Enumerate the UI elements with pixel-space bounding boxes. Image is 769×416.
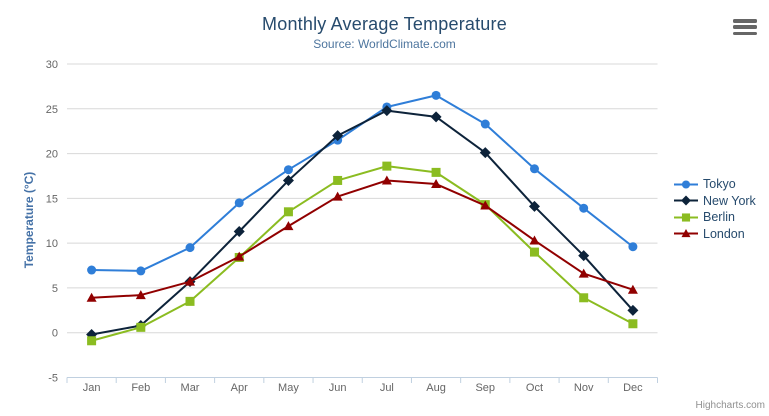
square-marker	[185, 296, 195, 306]
series-line-new-york[interactable]	[90, 109, 634, 336]
y-axis-label: 15	[46, 193, 58, 205]
triangle-marker	[480, 200, 491, 210]
triangle-marker	[135, 290, 146, 300]
x-axis-label: Jan	[83, 382, 101, 394]
triangle-marker	[578, 268, 589, 278]
diamond-marker	[479, 147, 491, 159]
legend-label: New York	[703, 193, 756, 208]
series-line-berlin[interactable]	[90, 165, 634, 342]
triangle-marker	[431, 179, 442, 189]
circle-marker	[87, 265, 97, 275]
triangle-marker	[185, 276, 196, 286]
y-axis-label: 10	[46, 238, 58, 250]
triangle-marker	[234, 251, 245, 261]
x-axis-label: Aug	[426, 382, 446, 394]
legend-item-tokyo[interactable]: Tokyo	[674, 176, 756, 193]
chart-title: Monthly Average Temperature	[262, 14, 507, 34]
series-line-london[interactable]	[90, 179, 634, 299]
diamond-marker	[282, 174, 294, 186]
diamond-marker	[578, 250, 590, 262]
square-marker	[87, 336, 97, 346]
triangle-legend-marker-icon	[674, 229, 698, 238]
triangle-marker	[86, 292, 97, 302]
y-axis-label: -5	[48, 373, 58, 385]
x-axis-label: Jul	[380, 382, 394, 394]
legend-item-berlin[interactable]: Berlin	[674, 209, 756, 226]
legend-label: London	[703, 226, 745, 241]
hamburger-icon	[733, 19, 757, 23]
circle-legend-marker-icon	[674, 180, 698, 189]
x-axis-label: Dec	[623, 382, 643, 394]
diamond-marker	[528, 200, 540, 212]
x-axis-label: Oct	[526, 382, 543, 394]
circle-marker	[234, 198, 244, 208]
hamburger-icon	[733, 31, 757, 36]
y-axis-label: 20	[46, 149, 58, 161]
square-marker	[681, 213, 691, 222]
x-axis-label: Jun	[329, 382, 347, 394]
triangle-marker	[381, 175, 392, 185]
x-axis-label: Apr	[231, 382, 248, 394]
square-marker	[529, 247, 539, 257]
x-axis-label: Mar	[181, 382, 200, 394]
triangle-marker	[283, 221, 294, 231]
diamond-legend-marker-icon	[674, 195, 698, 206]
legend-label: Berlin	[703, 210, 735, 225]
triangle-marker	[681, 229, 691, 238]
export-menu-button[interactable]	[732, 17, 758, 37]
square-marker	[431, 167, 441, 177]
legend-label: Tokyo	[703, 177, 736, 192]
x-axis-label: Nov	[574, 382, 594, 394]
circle-marker	[136, 266, 146, 276]
chart-subtitle: Source: WorldClimate.com	[313, 37, 456, 51]
circle-marker	[529, 164, 539, 174]
y-axis-label: 25	[46, 104, 58, 116]
y-axis-label: 0	[52, 328, 58, 340]
diamond-marker	[681, 195, 691, 206]
square-marker	[579, 293, 589, 303]
circle-marker	[185, 243, 195, 253]
square-legend-marker-icon	[674, 213, 698, 222]
circle-marker	[283, 165, 293, 175]
x-axis-label: May	[278, 382, 299, 394]
series-line-tokyo[interactable]	[90, 94, 634, 272]
diamond-marker	[332, 130, 344, 142]
triangle-marker	[627, 284, 638, 294]
square-marker	[283, 207, 293, 217]
hamburger-icon	[733, 25, 757, 29]
legend-item-new-york[interactable]: New York	[674, 193, 756, 210]
legend: Tokyo New York Berlin London	[674, 176, 756, 242]
circle-marker	[579, 203, 589, 213]
diamond-marker	[233, 225, 245, 237]
x-axis-label: Feb	[131, 382, 150, 394]
square-marker	[333, 175, 343, 185]
diamond-marker	[381, 105, 393, 117]
circle-marker	[480, 119, 490, 129]
highcharts-credit-link[interactable]: Highcharts.com	[695, 400, 765, 411]
diamond-marker	[627, 304, 639, 316]
x-axis-label: Sep	[475, 382, 495, 394]
circle-marker	[431, 90, 441, 100]
square-marker	[382, 161, 392, 171]
triangle-marker	[529, 235, 540, 245]
legend-item-london[interactable]: London	[674, 226, 756, 243]
circle-marker	[681, 180, 691, 189]
y-axis-label: 5	[52, 283, 58, 295]
diamond-marker	[430, 111, 442, 123]
y-axis-label: 30	[46, 59, 58, 71]
triangle-marker	[332, 191, 343, 201]
circle-marker	[628, 242, 638, 252]
y-axis-title: Temperature (°C)	[22, 171, 36, 269]
square-marker	[628, 319, 638, 329]
square-marker	[136, 322, 146, 332]
